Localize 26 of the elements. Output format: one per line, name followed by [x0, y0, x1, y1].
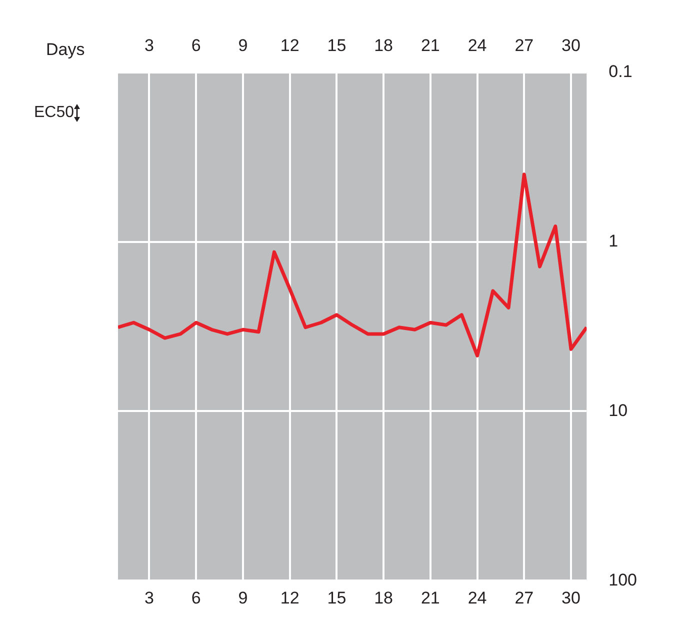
y-tick-label: 100: [608, 570, 638, 590]
x2-tick-label: 12: [280, 36, 300, 55]
x2-tick-label: 18: [374, 36, 394, 55]
x-tick-label: 18: [374, 588, 394, 608]
x2-tick-label: 30: [562, 36, 580, 55]
y-tick-label: 0.1: [608, 62, 632, 82]
y-tick-label: 10: [608, 400, 628, 420]
x-tick-label: 6: [191, 588, 201, 608]
x2-tick-label: 3: [144, 36, 154, 55]
y-axis-title: EC50: [34, 104, 74, 122]
x2-tick-label: 27: [514, 36, 534, 55]
x-tick-label: 30: [562, 588, 580, 608]
x-tick-label: 9: [238, 588, 248, 608]
x2-axis-title: Days: [46, 40, 85, 59]
x2-tick-label: 21: [420, 36, 440, 55]
x-tick-label: 21: [420, 588, 440, 608]
x-tick-label: 27: [514, 588, 534, 608]
x2-tick-label: 15: [327, 36, 346, 55]
x-tick-label: 24: [468, 588, 487, 608]
x2-tick-label: 24: [468, 36, 487, 55]
y-tick-label: 1: [608, 231, 618, 250]
x-tick-label: 3: [144, 588, 154, 608]
x2-tick-label: 6: [191, 36, 201, 55]
x2-tick-label: 9: [238, 36, 248, 55]
x-tick-label: 15: [327, 588, 346, 608]
x-tick-label: 12: [280, 588, 300, 608]
